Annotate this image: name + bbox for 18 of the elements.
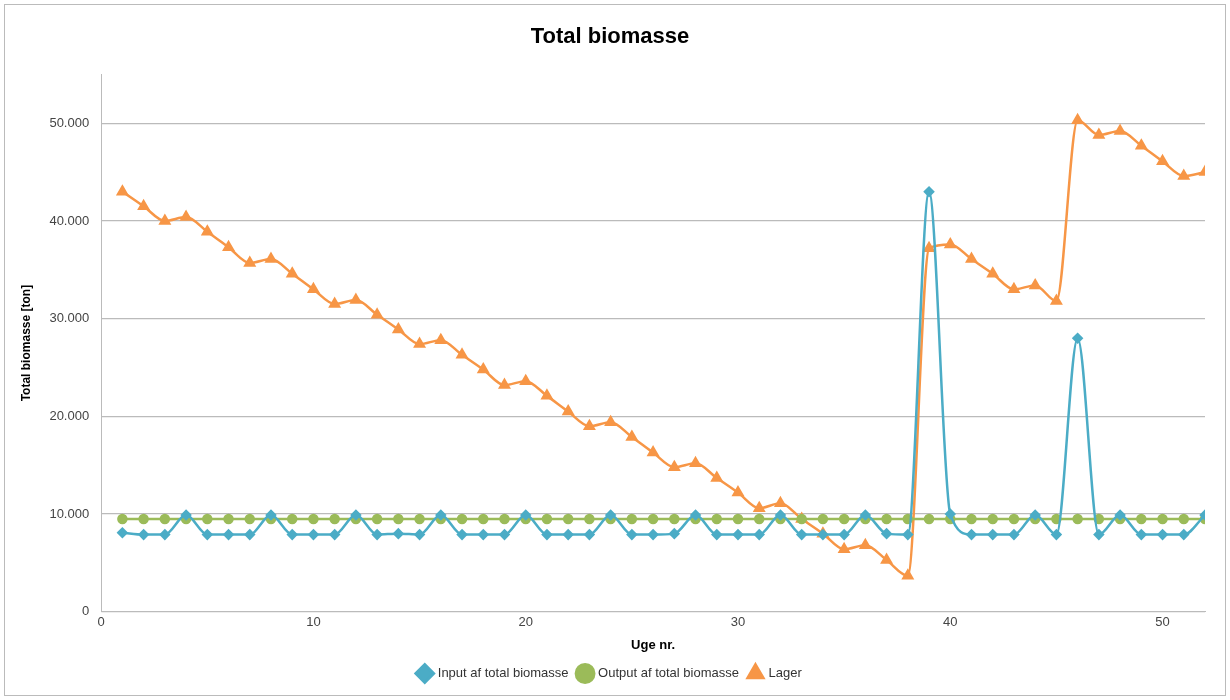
y-tick-label: 0	[81, 603, 90, 619]
x-tick-label: 20	[518, 614, 533, 630]
y-tick-label: 10.000	[49, 505, 90, 521]
y-tick-label: 50.000	[49, 114, 90, 130]
x-axis-title: Uge nr.	[631, 636, 676, 652]
x-tick-label: 30	[730, 614, 746, 630]
y-axis-title: Total biomasse [ton]	[18, 284, 33, 402]
chart-title: Total biomasse	[530, 23, 690, 49]
y-tick-label: 40.000	[49, 212, 90, 228]
x-tick-label: 40	[943, 614, 958, 630]
legend-label: Input af total biomasse	[437, 665, 569, 681]
x-tick-label: 50	[1155, 614, 1170, 630]
y-tick-label: 30.000	[49, 310, 90, 326]
y-tick-label: 20.000	[49, 407, 90, 423]
legend-label: Output af total biomasse	[598, 665, 739, 681]
legend-label: Lager	[768, 665, 803, 681]
x-tick-label: 0	[97, 614, 105, 630]
x-tick-label: 10	[306, 614, 321, 630]
